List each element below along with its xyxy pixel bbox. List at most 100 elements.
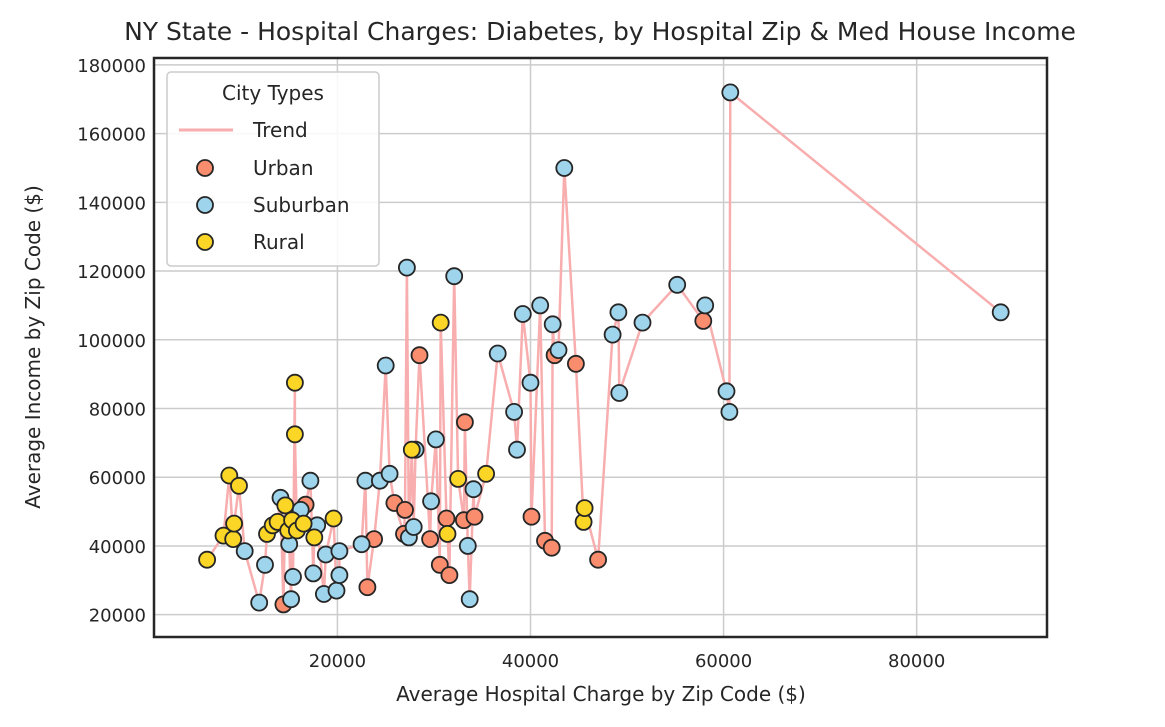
urban-point: [410, 346, 429, 365]
urban-point: [694, 311, 713, 330]
rural-point: [305, 528, 324, 547]
rural-point: [225, 514, 244, 533]
suburban-point: [633, 313, 652, 332]
suburban-point: [330, 542, 349, 560]
legend-item-suburban: Suburban: [196, 193, 350, 217]
suburban-point: [668, 275, 687, 294]
points-layer: [198, 83, 1010, 614]
suburban-point: [458, 537, 477, 555]
rural-point: [477, 464, 496, 483]
rural-point: [438, 525, 457, 543]
suburban-point: [256, 555, 274, 574]
series-rural: [198, 313, 594, 569]
suburban-point: [282, 590, 301, 609]
urban-point: [358, 578, 377, 597]
y-tick-label: 60000: [89, 468, 146, 489]
suburban-point: [426, 430, 445, 449]
ticks-layer: 20000 40000 60000 80000 20000 40000 60000 80000…: [77, 56, 945, 672]
rural-point: [198, 550, 217, 569]
urban-point: [396, 500, 414, 519]
suburban-point: [352, 535, 371, 554]
y-tick-label: 80000: [89, 399, 146, 420]
urban-point: [589, 550, 607, 569]
urban-point: [567, 354, 585, 373]
legend-label-suburban: Suburban: [253, 193, 350, 217]
legend-rural-marker: [196, 233, 214, 251]
suburban-point: [555, 159, 574, 177]
urban-point: [542, 538, 561, 557]
suburban-point: [445, 267, 464, 286]
suburban-point: [991, 303, 1010, 322]
suburban-point: [513, 305, 532, 323]
legend: City Types Trend Urban Suburban Rural: [166, 71, 380, 267]
suburban-point: [250, 593, 269, 612]
suburban-point: [543, 315, 562, 334]
suburban-point: [464, 480, 483, 499]
legend-item-trend: Trend: [179, 118, 308, 142]
rural-point: [575, 499, 594, 518]
y-tick-label: 140000: [77, 193, 146, 214]
suburban-point: [284, 568, 302, 586]
x-tick-label: 20000: [309, 651, 366, 672]
x-axis-label: Average Hospital Charge by Zip Code ($): [396, 682, 806, 706]
urban-point: [465, 507, 484, 526]
legend-title: City Types: [222, 81, 324, 105]
series-urban: [274, 311, 713, 614]
urban-point: [522, 507, 541, 526]
rural-point: [230, 476, 248, 495]
rural-point: [285, 425, 304, 444]
y-tick-label: 160000: [77, 125, 146, 146]
urban-point: [455, 413, 474, 432]
suburban-point: [397, 258, 416, 277]
rural-point: [324, 509, 343, 528]
suburban-point: [508, 440, 526, 459]
x-tick-label: 80000: [888, 651, 945, 672]
suburban-point: [488, 344, 507, 363]
rural-point: [285, 373, 304, 392]
x-tick-label: 60000: [695, 651, 752, 672]
suburban-point: [696, 296, 715, 315]
y-axis-label: Average Income by Zip Code ($): [21, 185, 45, 509]
suburban-point: [380, 464, 399, 483]
y-tick-label: 40000: [89, 537, 146, 558]
legend-box: [166, 71, 380, 267]
suburban-point: [603, 325, 622, 344]
rural-point: [294, 514, 313, 533]
urban-point: [440, 566, 459, 584]
legend-label-rural: Rural: [253, 230, 305, 254]
suburban-point: [460, 590, 479, 609]
suburban-point: [549, 341, 568, 360]
suburban-point: [521, 373, 540, 392]
suburban-point: [327, 581, 346, 600]
suburban-point: [720, 402, 739, 421]
y-tick-label: 20000: [89, 606, 146, 627]
suburban-point: [721, 83, 740, 102]
legend-urban-marker: [196, 159, 214, 177]
suburban-point: [422, 492, 441, 511]
legend-label-trend: Trend: [252, 118, 308, 142]
chart-title: NY State - Hospital Charges: Diabetes, b…: [124, 17, 1076, 46]
suburban-point: [717, 382, 736, 401]
suburban-point: [531, 296, 550, 315]
rural-point: [276, 496, 295, 515]
x-tick-label: 40000: [502, 651, 559, 672]
rural-point: [449, 469, 468, 488]
legend-item-urban: Urban: [196, 156, 314, 180]
suburban-point: [304, 564, 323, 583]
y-tick-label: 180000: [77, 56, 146, 77]
y-tick-label: 100000: [77, 331, 146, 352]
plot-frame: [152, 56, 1049, 639]
series-suburban: [235, 83, 1010, 612]
suburban-point: [404, 518, 423, 536]
suburban-point: [301, 471, 320, 490]
suburban-point: [235, 542, 254, 560]
suburban-point: [609, 303, 628, 322]
y-tick-label: 120000: [77, 262, 146, 283]
suburban-point: [505, 402, 523, 421]
suburban-point: [610, 384, 629, 402]
legend-suburban-marker: [196, 196, 214, 214]
legend-item-rural: Rural: [196, 230, 305, 254]
rural-point: [224, 530, 243, 548]
legend-label-urban: Urban: [253, 156, 314, 180]
